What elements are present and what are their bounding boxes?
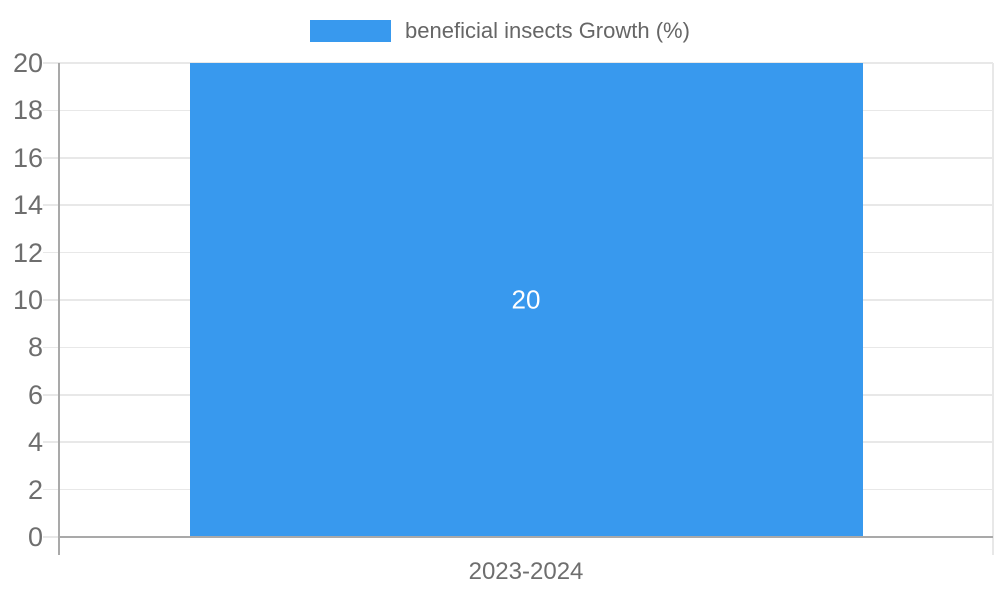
plot-right-border-line xyxy=(992,63,994,555)
chart-legend[interactable]: beneficial insects Growth (%) xyxy=(0,18,1000,44)
legend-label: beneficial insects Growth (%) xyxy=(405,18,690,43)
y-axis-tick-label-20: 20 xyxy=(12,48,43,78)
y-axis-tick-label-18: 18 xyxy=(12,95,43,126)
plot-area: 20 0 2 4 6 8 10 12 14 16 18 20 xyxy=(13,48,993,552)
y-axis-line xyxy=(57,63,60,555)
bar-2023-2024[interactable]: 20 xyxy=(189,63,863,537)
y-axis-tick-label-4: 4 xyxy=(27,427,43,458)
y-axis-tick-label-16: 16 xyxy=(12,142,43,173)
x-axis-category-label: 2023-2024 xyxy=(468,558,584,585)
y-axis-tick-label-6: 6 xyxy=(27,379,43,410)
bar-value-label: 20 xyxy=(511,284,541,315)
y-axis-tick-label-8: 8 xyxy=(27,332,43,363)
x-axis-line xyxy=(57,535,993,538)
y-axis-tick-label-12: 12 xyxy=(12,237,43,268)
y-axis-tick-label-0: 0 xyxy=(27,522,43,552)
legend-color-swatch xyxy=(310,20,392,42)
y-axis-tick-label-14: 14 xyxy=(12,190,43,221)
y-axis-tick-label-2: 2 xyxy=(27,474,43,505)
y-axis-tick-label-10: 10 xyxy=(12,285,43,315)
